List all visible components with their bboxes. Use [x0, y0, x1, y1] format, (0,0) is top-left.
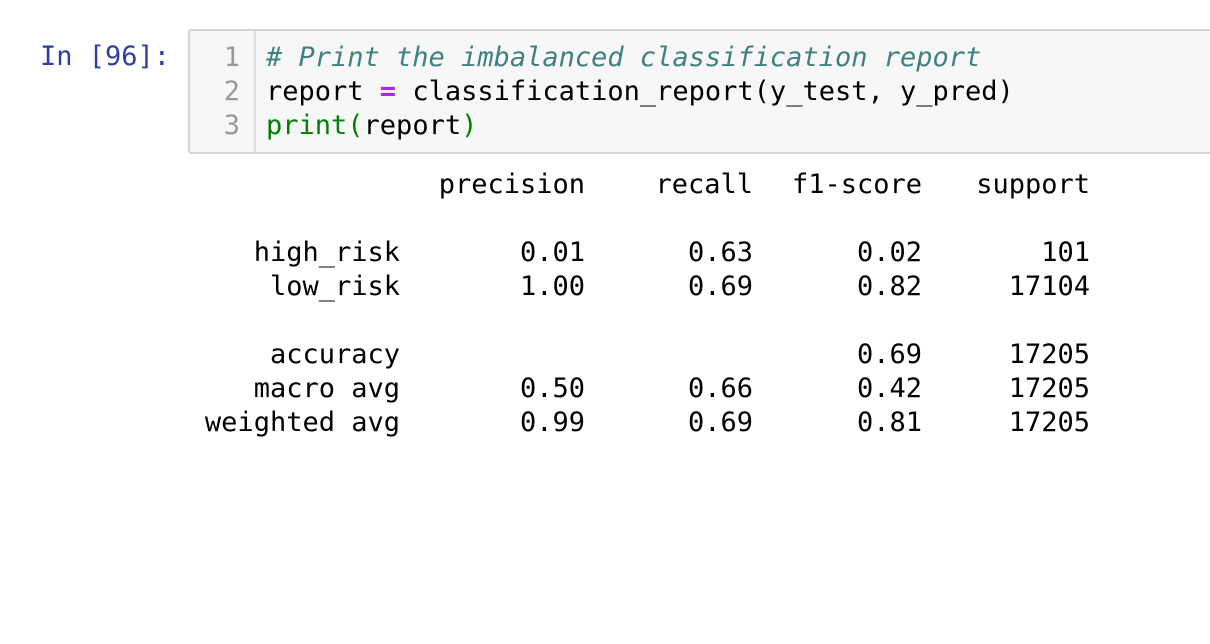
code-line-1[interactable]: # Print the imbalanced classification re… [266, 41, 981, 75]
row-label: low_risk [269, 271, 400, 302]
report-row: high_risk 0.01 0.63 0.02 101 [0, 236, 1210, 270]
row-f1-score: 0.69 [856, 339, 922, 370]
row-precision: 0.99 [519, 407, 585, 438]
row-recall: 0.69 [687, 407, 753, 438]
header-support: support [976, 169, 1090, 200]
row-label: macro avg [253, 373, 400, 404]
open-paren: ( [347, 110, 364, 141]
row-f1-score: 0.81 [856, 407, 922, 438]
row-support: 101 [1041, 237, 1090, 268]
row-support: 17104 [1008, 271, 1090, 302]
line-number: 3 [223, 110, 240, 141]
row-f1-score: 0.42 [856, 373, 922, 404]
code-line-2[interactable]: report = classification_report(y_test, y… [266, 75, 1014, 109]
row-precision: 0.01 [519, 237, 585, 268]
code-comment: # Print the imbalanced classification re… [266, 42, 982, 73]
row-precision: 1.00 [519, 271, 585, 302]
report-summary-row: accuracy 0.69 17205 [0, 338, 1210, 372]
row-recall: 0.69 [687, 271, 753, 302]
code-text: report [363, 110, 462, 141]
line-number-gutter: 1 2 3 [190, 31, 256, 152]
row-label: high_risk [253, 237, 400, 268]
close-paren: ) [461, 110, 478, 141]
header-f1-score: f1-score [791, 169, 922, 200]
report-header-row: precision recall f1-score support [0, 168, 1210, 202]
row-support: 17205 [1008, 373, 1090, 404]
row-support: 17205 [1008, 407, 1090, 438]
report-summary-row: macro avg 0.50 0.66 0.42 17205 [0, 372, 1210, 406]
row-support: 17205 [1008, 339, 1090, 370]
input-prompt: In [96]: [40, 41, 171, 72]
row-label: weighted avg [204, 407, 400, 438]
row-precision: 0.50 [519, 373, 585, 404]
row-f1-score: 0.82 [856, 271, 922, 302]
assignment-operator: = [379, 76, 397, 107]
header-precision: precision [438, 169, 585, 200]
report-summary-row: weighted avg 0.99 0.69 0.81 17205 [0, 406, 1210, 440]
line-number: 2 [223, 76, 240, 107]
code-text: classification_report(y_test, y_pred) [396, 76, 1014, 107]
report-row: low_risk 1.00 0.69 0.82 17104 [0, 270, 1210, 304]
header-recall: recall [655, 169, 753, 200]
code-text: report [266, 76, 380, 107]
builtin-print: print [266, 110, 348, 141]
code-line-3[interactable]: print(report) [266, 109, 477, 143]
row-recall: 0.66 [687, 373, 753, 404]
row-f1-score: 0.02 [856, 237, 922, 268]
row-recall: 0.63 [687, 237, 753, 268]
code-cell-input[interactable]: 1 2 3 # Print the imbalanced classificat… [188, 29, 1210, 154]
line-number: 1 [223, 42, 240, 73]
row-label: accuracy [269, 339, 400, 370]
